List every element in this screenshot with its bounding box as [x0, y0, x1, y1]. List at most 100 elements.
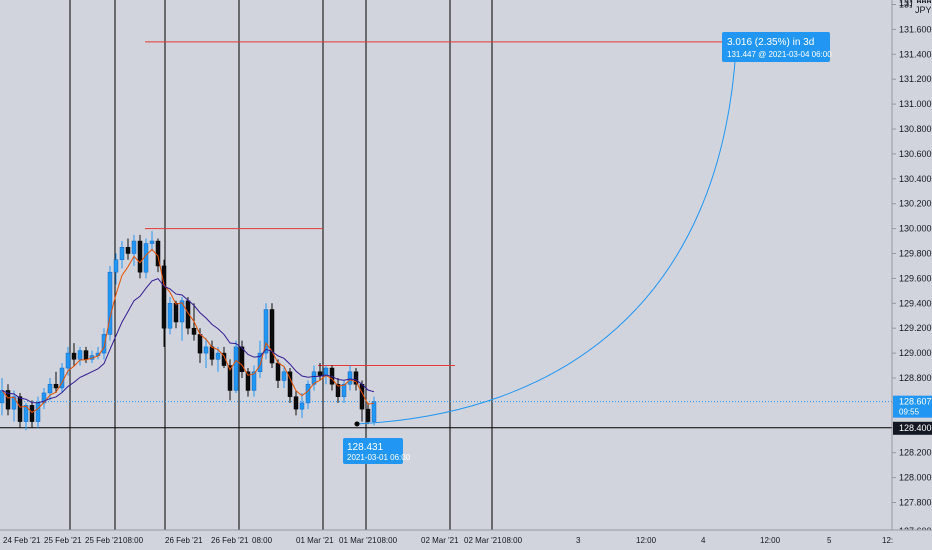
- candle-body: [215, 352, 221, 360]
- time-tick-label: 08:00: [502, 536, 523, 545]
- candle-body: [179, 300, 185, 323]
- price-tick-label: 130.200: [899, 199, 932, 209]
- candle-body: [341, 383, 347, 397]
- candle-body: [317, 371, 323, 376]
- candle-body: [203, 346, 209, 354]
- time-tick-label: 01 Mar '21: [296, 536, 334, 545]
- candle-body: [371, 401, 377, 422]
- time-tick-label: 08:00: [123, 536, 144, 545]
- candle-body: [47, 383, 53, 394]
- candle-body: [17, 396, 23, 422]
- current-price-label: 128.607 09:55: [893, 395, 932, 418]
- candle-body: [257, 352, 263, 373]
- time-tick-label: 25 Feb '21: [85, 536, 123, 545]
- price-tick-label: 129.800: [899, 249, 932, 259]
- candle-body: [191, 327, 197, 335]
- candle-body: [11, 396, 17, 410]
- time-tick-label: 26 Feb '21: [165, 536, 203, 545]
- crosshair-price-label: 128.400: [893, 421, 932, 435]
- candle-body: [305, 383, 311, 404]
- price-tick-label: 129.200: [899, 323, 932, 333]
- price-tick-label: 127.800: [899, 498, 932, 508]
- candle-body: [299, 402, 305, 410]
- candle-body: [323, 367, 329, 376]
- candle-body: [131, 240, 137, 254]
- time-tick-label: 12:00: [760, 536, 781, 545]
- time-axis-ticks: 24 Feb '21 25 Feb '21 25 Feb '21 08:00 26 Fe…: [3, 536, 893, 545]
- time-tick-label: 5: [827, 536, 832, 545]
- price-tick-label: 128.000: [899, 473, 932, 483]
- candle-body: [185, 300, 191, 329]
- candle-body: [293, 396, 299, 410]
- price-tick-label: 131.000: [899, 99, 932, 109]
- time-tick-label: 12:: [882, 536, 893, 545]
- candle-body: [347, 371, 353, 385]
- candle-body: [263, 309, 269, 354]
- time-tick-label: 26 Feb '21: [211, 536, 249, 545]
- target-label-line1: 3.016 (2.35%) in 3d: [727, 37, 814, 48]
- candle-body: [119, 247, 125, 260]
- candle-body: [83, 350, 89, 360]
- time-tick-label: 08:00: [252, 536, 273, 545]
- candle-body: [227, 365, 233, 391]
- price-tick-label: 129.400: [899, 298, 932, 308]
- candle-body: [197, 334, 203, 354]
- candle-body: [275, 362, 281, 381]
- candle-body: [245, 371, 251, 391]
- origin-label-line2: 2021-03-01 06:00: [347, 453, 411, 462]
- candle-body: [23, 405, 29, 422]
- projection-start-point[interactable]: [354, 421, 360, 427]
- target-label-line2: 131.447 @ 2021-03-04 06:00: [727, 50, 832, 59]
- horizontal-levels: [145, 41, 775, 367]
- candle-body: [173, 303, 179, 323]
- price-tick-label: 129.000: [899, 348, 932, 358]
- time-tick-label: 02 Mar '21: [464, 536, 502, 545]
- price-tick-label: 128.200: [899, 448, 932, 458]
- candle-body: [167, 303, 173, 329]
- time-tick-label: 01 Mar '21: [339, 536, 377, 545]
- candles: [0, 231, 377, 431]
- candle-body: [53, 383, 59, 389]
- candle-body: [137, 240, 143, 273]
- projection-origin-label: 128.431 2021-03-01 06:00: [343, 438, 411, 464]
- currency-badge: [912, 3, 932, 16]
- candle-body: [239, 346, 245, 373]
- origin-label-box: [343, 438, 403, 464]
- current-price-box: [893, 395, 932, 418]
- candle-body: [233, 346, 239, 391]
- currency-label: JPY: [915, 5, 932, 15]
- candle-body: [77, 350, 83, 360]
- candle-body: [161, 265, 167, 329]
- candle-body: [35, 402, 41, 422]
- time-tick-label: 12:00: [636, 536, 657, 545]
- time-tick-label: 4: [701, 536, 706, 545]
- candle-body: [251, 371, 257, 391]
- time-tick-label: 08:00: [377, 536, 398, 545]
- price-axis[interactable]: 131.800131.600131.400131.200131.000130.8…: [891, 0, 932, 536]
- candle-body: [149, 240, 155, 244]
- time-tick-label: 02 Mar '21: [421, 536, 459, 545]
- candle-body: [113, 259, 119, 273]
- candle-body: [353, 371, 359, 385]
- candle-body: [71, 352, 77, 360]
- candle-body: [359, 383, 365, 410]
- price-tick-label: 130.400: [899, 174, 932, 184]
- price-tick-label: 131.200: [899, 74, 932, 84]
- time-axis[interactable]: 24 Feb '21 25 Feb '21 25 Feb '21 08:00 26 Fe…: [0, 529, 932, 550]
- price-tick-label: 131.400: [899, 49, 932, 59]
- projection-curve: [356, 48, 737, 425]
- origin-label-line1: 128.431: [347, 442, 384, 453]
- price-tick-label: 130.600: [899, 149, 932, 159]
- price-axis-background: [892, 0, 932, 530]
- candle-body: [101, 334, 107, 354]
- time-tick-label: 25 Feb '21: [44, 536, 82, 545]
- candle-body: [29, 405, 35, 422]
- candle-body: [125, 247, 131, 254]
- target-label-box: [722, 32, 830, 62]
- ema-fast-line: [1, 248, 375, 414]
- candle-body: [221, 352, 227, 366]
- candle-body: [143, 243, 149, 273]
- candle-body: [269, 309, 275, 364]
